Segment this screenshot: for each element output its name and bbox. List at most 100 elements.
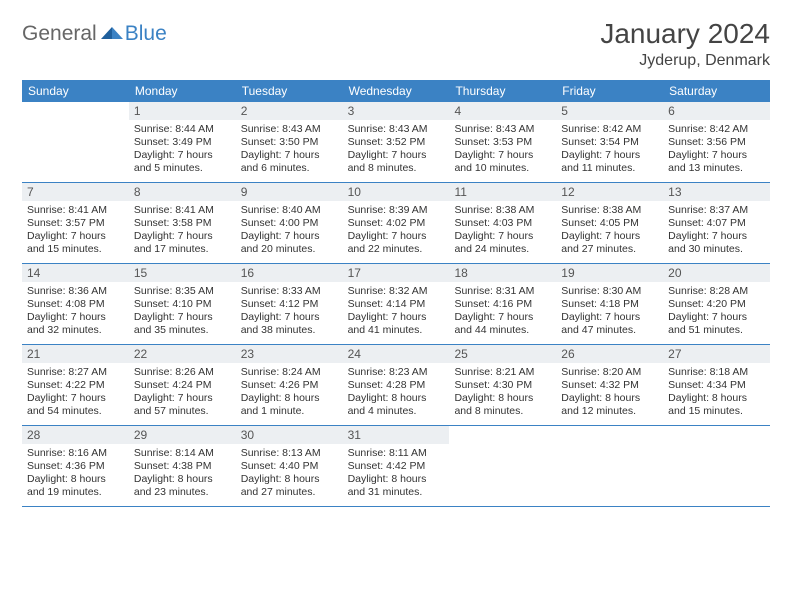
day-cell: 2Sunrise: 8:43 AMSunset: 3:50 PMDaylight… xyxy=(236,102,343,182)
daylight-text-1: Daylight: 8 hours xyxy=(134,473,231,486)
day-number: 9 xyxy=(236,183,343,201)
day-info: Sunrise: 8:43 AMSunset: 3:52 PMDaylight:… xyxy=(343,120,450,176)
day-cell: 13Sunrise: 8:37 AMSunset: 4:07 PMDayligh… xyxy=(663,183,770,263)
day-number: 11 xyxy=(449,183,556,201)
day-number: 24 xyxy=(343,345,450,363)
daylight-text-1: Daylight: 7 hours xyxy=(241,230,338,243)
day-info: Sunrise: 8:26 AMSunset: 4:24 PMDaylight:… xyxy=(129,363,236,419)
day-number: 27 xyxy=(663,345,770,363)
daylight-text-2: and 30 minutes. xyxy=(668,243,765,256)
day-cell: 29Sunrise: 8:14 AMSunset: 4:38 PMDayligh… xyxy=(129,426,236,506)
sunset-text: Sunset: 3:57 PM xyxy=(27,217,124,230)
day-number: 31 xyxy=(343,426,450,444)
calendar: Sunday Monday Tuesday Wednesday Thursday… xyxy=(22,80,770,507)
sunset-text: Sunset: 4:36 PM xyxy=(27,460,124,473)
sunset-text: Sunset: 4:22 PM xyxy=(27,379,124,392)
day-header: Friday xyxy=(556,80,663,102)
day-number: 16 xyxy=(236,264,343,282)
daylight-text-1: Daylight: 7 hours xyxy=(27,311,124,324)
daylight-text-1: Daylight: 7 hours xyxy=(668,311,765,324)
sunset-text: Sunset: 4:08 PM xyxy=(27,298,124,311)
week-row: 7Sunrise: 8:41 AMSunset: 3:57 PMDaylight… xyxy=(22,183,770,264)
sunrise-text: Sunrise: 8:43 AM xyxy=(348,123,445,136)
day-header-row: Sunday Monday Tuesday Wednesday Thursday… xyxy=(22,80,770,102)
daylight-text-2: and 8 minutes. xyxy=(348,162,445,175)
day-cell: 18Sunrise: 8:31 AMSunset: 4:16 PMDayligh… xyxy=(449,264,556,344)
sunset-text: Sunset: 4:24 PM xyxy=(134,379,231,392)
sunset-text: Sunset: 4:03 PM xyxy=(454,217,551,230)
day-number: 7 xyxy=(22,183,129,201)
sunrise-text: Sunrise: 8:32 AM xyxy=(348,285,445,298)
daylight-text-2: and 20 minutes. xyxy=(241,243,338,256)
daylight-text-1: Daylight: 7 hours xyxy=(348,311,445,324)
day-number: 20 xyxy=(663,264,770,282)
day-cell: 12Sunrise: 8:38 AMSunset: 4:05 PMDayligh… xyxy=(556,183,663,263)
daylight-text-2: and 47 minutes. xyxy=(561,324,658,337)
week-row: 28Sunrise: 8:16 AMSunset: 4:36 PMDayligh… xyxy=(22,426,770,507)
week-row: 21Sunrise: 8:27 AMSunset: 4:22 PMDayligh… xyxy=(22,345,770,426)
daylight-text-1: Daylight: 8 hours xyxy=(241,392,338,405)
daylight-text-1: Daylight: 8 hours xyxy=(27,473,124,486)
day-info: Sunrise: 8:40 AMSunset: 4:00 PMDaylight:… xyxy=(236,201,343,257)
sunset-text: Sunset: 3:52 PM xyxy=(348,136,445,149)
daylight-text-1: Daylight: 7 hours xyxy=(348,230,445,243)
sunset-text: Sunset: 4:32 PM xyxy=(561,379,658,392)
daylight-text-2: and 11 minutes. xyxy=(561,162,658,175)
daylight-text-2: and 54 minutes. xyxy=(27,405,124,418)
sunset-text: Sunset: 4:28 PM xyxy=(348,379,445,392)
day-number: 30 xyxy=(236,426,343,444)
day-info: Sunrise: 8:37 AMSunset: 4:07 PMDaylight:… xyxy=(663,201,770,257)
day-cell: 5Sunrise: 8:42 AMSunset: 3:54 PMDaylight… xyxy=(556,102,663,182)
sunset-text: Sunset: 3:54 PM xyxy=(561,136,658,149)
day-cell xyxy=(449,426,556,506)
day-number: 21 xyxy=(22,345,129,363)
sunset-text: Sunset: 4:38 PM xyxy=(134,460,231,473)
sunset-text: Sunset: 4:16 PM xyxy=(454,298,551,311)
brand-part1: General xyxy=(22,22,97,46)
daylight-text-1: Daylight: 8 hours xyxy=(454,392,551,405)
sunset-text: Sunset: 4:40 PM xyxy=(241,460,338,473)
day-info: Sunrise: 8:11 AMSunset: 4:42 PMDaylight:… xyxy=(343,444,450,500)
day-number: 4 xyxy=(449,102,556,120)
day-cell xyxy=(663,426,770,506)
sunrise-text: Sunrise: 8:24 AM xyxy=(241,366,338,379)
day-cell: 19Sunrise: 8:30 AMSunset: 4:18 PMDayligh… xyxy=(556,264,663,344)
day-info: Sunrise: 8:38 AMSunset: 4:03 PMDaylight:… xyxy=(449,201,556,257)
daylight-text-2: and 17 minutes. xyxy=(134,243,231,256)
day-info: Sunrise: 8:43 AMSunset: 3:50 PMDaylight:… xyxy=(236,120,343,176)
day-cell: 10Sunrise: 8:39 AMSunset: 4:02 PMDayligh… xyxy=(343,183,450,263)
day-info: Sunrise: 8:32 AMSunset: 4:14 PMDaylight:… xyxy=(343,282,450,338)
day-number xyxy=(449,426,556,444)
sunset-text: Sunset: 4:42 PM xyxy=(348,460,445,473)
day-info: Sunrise: 8:42 AMSunset: 3:56 PMDaylight:… xyxy=(663,120,770,176)
daylight-text-2: and 19 minutes. xyxy=(27,486,124,499)
daylight-text-1: Daylight: 7 hours xyxy=(134,311,231,324)
daylight-text-2: and 4 minutes. xyxy=(348,405,445,418)
day-cell: 28Sunrise: 8:16 AMSunset: 4:36 PMDayligh… xyxy=(22,426,129,506)
daylight-text-1: Daylight: 7 hours xyxy=(27,392,124,405)
daylight-text-2: and 32 minutes. xyxy=(27,324,124,337)
sunset-text: Sunset: 4:00 PM xyxy=(241,217,338,230)
daylight-text-2: and 1 minute. xyxy=(241,405,338,418)
sunset-text: Sunset: 4:20 PM xyxy=(668,298,765,311)
sunrise-text: Sunrise: 8:37 AM xyxy=(668,204,765,217)
day-info: Sunrise: 8:13 AMSunset: 4:40 PMDaylight:… xyxy=(236,444,343,500)
sunrise-text: Sunrise: 8:40 AM xyxy=(241,204,338,217)
sunrise-text: Sunrise: 8:13 AM xyxy=(241,447,338,460)
day-info: Sunrise: 8:14 AMSunset: 4:38 PMDaylight:… xyxy=(129,444,236,500)
day-cell: 3Sunrise: 8:43 AMSunset: 3:52 PMDaylight… xyxy=(343,102,450,182)
daylight-text-2: and 24 minutes. xyxy=(454,243,551,256)
daylight-text-1: Daylight: 7 hours xyxy=(668,230,765,243)
sunset-text: Sunset: 4:12 PM xyxy=(241,298,338,311)
sunset-text: Sunset: 4:07 PM xyxy=(668,217,765,230)
day-info: Sunrise: 8:44 AMSunset: 3:49 PMDaylight:… xyxy=(129,120,236,176)
daylight-text-2: and 15 minutes. xyxy=(27,243,124,256)
day-number: 13 xyxy=(663,183,770,201)
sunset-text: Sunset: 4:02 PM xyxy=(348,217,445,230)
sunset-text: Sunset: 4:05 PM xyxy=(561,217,658,230)
day-info: Sunrise: 8:36 AMSunset: 4:08 PMDaylight:… xyxy=(22,282,129,338)
daylight-text-2: and 12 minutes. xyxy=(561,405,658,418)
day-cell: 21Sunrise: 8:27 AMSunset: 4:22 PMDayligh… xyxy=(22,345,129,425)
sunset-text: Sunset: 4:10 PM xyxy=(134,298,231,311)
day-cell: 15Sunrise: 8:35 AMSunset: 4:10 PMDayligh… xyxy=(129,264,236,344)
